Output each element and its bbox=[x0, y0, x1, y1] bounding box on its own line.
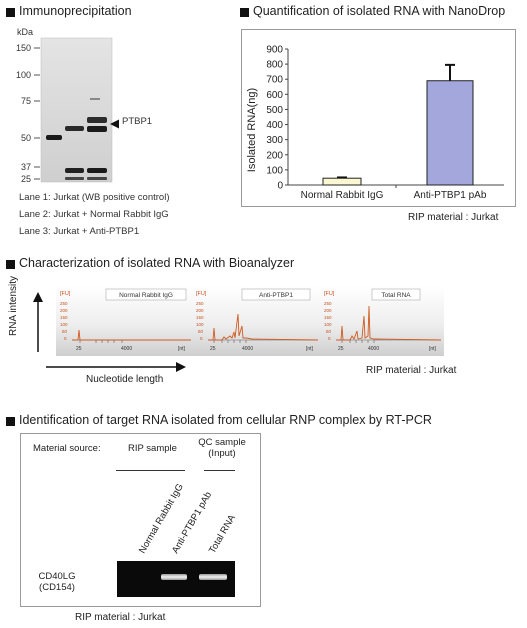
svg-text:0: 0 bbox=[328, 336, 331, 341]
svg-text:[FU]: [FU] bbox=[60, 291, 71, 297]
y-tick-label: 200 bbox=[266, 150, 283, 161]
svg-text:50: 50 bbox=[198, 329, 204, 334]
rtpcr-title: Identification of target RNA isolated fr… bbox=[19, 413, 432, 427]
gene-label: CD40LG (CD154) bbox=[38, 571, 76, 593]
qc-sample-label: QC sample (Input) bbox=[198, 437, 246, 459]
svg-text:25: 25 bbox=[338, 346, 344, 352]
svg-text:0: 0 bbox=[200, 336, 203, 341]
marker-label: 37 bbox=[21, 162, 31, 172]
kda-label: kDa bbox=[17, 27, 34, 37]
ptbp1-label: PTBP1 bbox=[122, 116, 153, 127]
bar bbox=[322, 177, 362, 186]
marker-label: 150 bbox=[16, 43, 31, 53]
marker-label: 75 bbox=[21, 96, 31, 106]
y-tick-label: 800 bbox=[266, 60, 283, 71]
lane-label-total-rna: Total RNA bbox=[207, 512, 238, 556]
nanodrop-title: Quantification of isolated RNA with Nano… bbox=[253, 4, 506, 18]
svg-text:100: 100 bbox=[196, 322, 204, 327]
trace-title: Anti-PTBP1 bbox=[259, 292, 293, 299]
svg-text:[nt]: [nt] bbox=[306, 346, 314, 352]
svg-text:[nt]: [nt] bbox=[429, 346, 437, 352]
rip-sample-label: RIP sample bbox=[128, 443, 177, 454]
bioanalyzer-footnote: RIP material : Jurkat bbox=[366, 365, 457, 376]
chart-y-axis-label: Isolated RNA(ng) bbox=[246, 88, 258, 172]
bar bbox=[426, 80, 474, 186]
ip-title: Immunoprecipitation bbox=[19, 4, 132, 18]
material-source-label: Material source: bbox=[33, 443, 101, 454]
x-category-label: Anti-PTBP1 pAb bbox=[414, 190, 487, 201]
svg-text:200: 200 bbox=[60, 308, 68, 313]
bioanalyzer-title: Characterization of isolated RNA with Bi… bbox=[19, 256, 295, 270]
marker-label: 25 bbox=[21, 174, 31, 184]
svg-text:200: 200 bbox=[196, 308, 204, 313]
rtpcr-gel bbox=[117, 561, 235, 597]
y-tick-label: 900 bbox=[266, 45, 283, 56]
svg-text:250: 250 bbox=[196, 301, 204, 306]
rtpcr-footnote: RIP material : Jurkat bbox=[75, 612, 166, 623]
svg-text:200: 200 bbox=[324, 308, 332, 313]
x-axis-arrow-icon bbox=[46, 360, 186, 378]
y-tick-label: 0 bbox=[277, 181, 283, 192]
svg-text:[FU]: [FU] bbox=[324, 291, 335, 297]
svg-text:250: 250 bbox=[324, 301, 332, 306]
nanodrop-bar-chart: Isolated RNA(ng) 0 100 200 300 400 500 600 700 8… bbox=[246, 45, 504, 201]
svg-text:25: 25 bbox=[210, 346, 216, 352]
gel-band-total-rna bbox=[199, 574, 227, 580]
svg-text:50: 50 bbox=[326, 329, 332, 334]
rtpcr-frame: Material source: RIP sample QC sample (I… bbox=[20, 433, 261, 607]
x-category-label: Normal Rabbit IgG bbox=[301, 190, 384, 201]
marker-label: 100 bbox=[16, 70, 31, 80]
svg-text:150: 150 bbox=[196, 315, 204, 320]
marker-label: 50 bbox=[21, 133, 31, 143]
svg-text:4000: 4000 bbox=[121, 346, 132, 352]
svg-text:4000: 4000 bbox=[242, 346, 253, 352]
y-tick-label: 600 bbox=[266, 90, 283, 101]
rna-intensity-label: RNA intensity bbox=[8, 275, 19, 336]
section-marker bbox=[6, 260, 15, 269]
y-tick-label: 500 bbox=[266, 105, 283, 116]
section-marker bbox=[6, 417, 15, 426]
western-blot: 150 100 75 50 37 25 bbox=[14, 34, 214, 184]
ptbp1-arrow-icon bbox=[110, 116, 120, 134]
y-axis-arrow-icon bbox=[32, 292, 44, 357]
trace-normal-igg: Normal Rabbit IgG [FU] 250 200 150 100 5… bbox=[60, 288, 191, 352]
svg-text:150: 150 bbox=[324, 315, 332, 320]
svg-text:100: 100 bbox=[324, 322, 332, 327]
y-tick-label: 400 bbox=[266, 120, 283, 131]
bioanalyzer-traces: Normal Rabbit IgG [FU] 250 200 150 100 5… bbox=[56, 286, 444, 356]
rip-sample-rule bbox=[116, 470, 185, 471]
lane-1-desc: Lane 1: Jurkat (WB positive control) bbox=[19, 192, 170, 203]
svg-text:25: 25 bbox=[76, 346, 82, 352]
qc-sample-rule bbox=[204, 470, 235, 471]
nanodrop-footnote: RIP material : Jurkat bbox=[408, 212, 499, 223]
y-tick-label: 300 bbox=[266, 135, 283, 146]
y-tick-label: 100 bbox=[266, 165, 283, 176]
lane-3-desc: Lane 3: Jurkat + Anti-PTBP1 bbox=[19, 226, 140, 237]
svg-text:50: 50 bbox=[62, 329, 68, 334]
lane-2-desc: Lane 2: Jurkat + Normal Rabbit IgG bbox=[19, 209, 169, 220]
trace-title: Normal Rabbit IgG bbox=[119, 292, 173, 299]
y-tick-label: 700 bbox=[266, 75, 283, 86]
nanodrop-chart-frame: Isolated RNA(ng) 0 100 200 300 400 500 600 700 8… bbox=[241, 29, 516, 207]
trace-total-rna: Total RNA [FU] 250 200 150 100 50 0 25 4… bbox=[324, 288, 442, 352]
section-marker bbox=[240, 8, 249, 17]
svg-text:0: 0 bbox=[64, 336, 67, 341]
nucleotide-length-label: Nucleotide length bbox=[86, 374, 164, 385]
trace-title: Total RNA bbox=[381, 292, 411, 299]
svg-text:100: 100 bbox=[60, 322, 68, 327]
gel-band-anti-ptbp1 bbox=[161, 574, 187, 580]
svg-text:150: 150 bbox=[60, 315, 68, 320]
svg-text:[nt]: [nt] bbox=[178, 346, 186, 352]
svg-text:[FU]: [FU] bbox=[196, 291, 207, 297]
trace-anti-ptbp1: Anti-PTBP1 [FU] 250 200 150 100 50 0 25 … bbox=[196, 288, 319, 352]
svg-text:4000: 4000 bbox=[368, 346, 379, 352]
section-marker bbox=[6, 8, 15, 17]
svg-text:250: 250 bbox=[60, 301, 68, 306]
